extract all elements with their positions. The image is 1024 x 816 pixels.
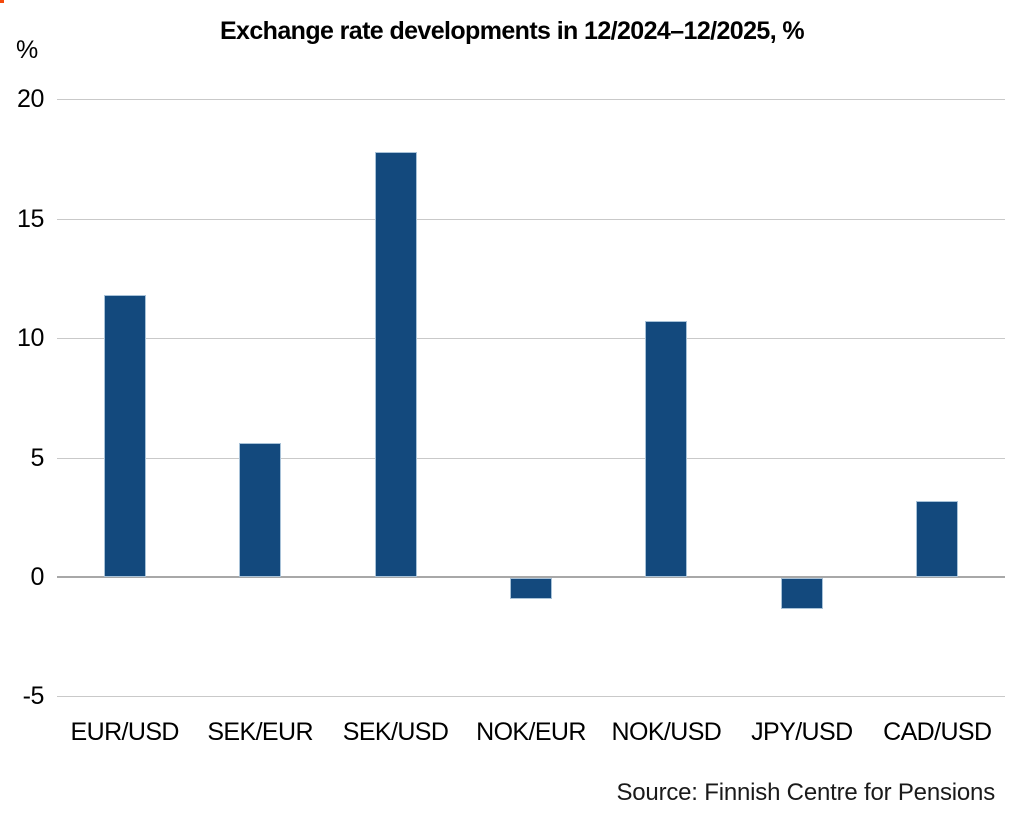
category-label-sek-eur: SEK/EUR	[207, 718, 313, 746]
gridline-y-20	[57, 99, 1005, 101]
y-tick-label-20: 20	[16, 85, 44, 114]
category-label-nok-usd: NOK/USD	[611, 718, 722, 746]
gridline-y-5	[57, 457, 1005, 459]
category-label-eur-usd: EUR/USD	[70, 718, 180, 746]
y-tick-label-0: 0	[30, 563, 44, 591]
chart-title: Exchange rate developments in 12/2024–12…	[219, 17, 805, 45]
bar-nok-eur	[510, 578, 552, 600]
category-label-nok-eur: NOK/EUR	[476, 718, 586, 746]
screen-corner-artifact	[0, 0, 4, 3]
y-axis-unit-label: %	[16, 36, 38, 64]
bar-sek-eur	[239, 443, 282, 577]
gridline-y-15	[57, 218, 1005, 220]
y-tick-label-5: 5	[30, 443, 44, 472]
category-label-sek-usd: SEK/USD	[342, 718, 449, 746]
gridline-y--5	[57, 696, 1005, 698]
y-tick-label--5: -5	[22, 682, 45, 711]
y-tick-label-15: 15	[16, 204, 44, 233]
category-label-jpy-usd: JPY/USD	[751, 718, 853, 746]
category-label-cad-usd: CAD/USD	[883, 718, 992, 746]
source-note: Source: Finnish Centre for Pensions	[616, 779, 995, 806]
bar-jpy-usd	[780, 578, 823, 610]
bar-nok-usd	[645, 321, 688, 577]
bar-cad-usd	[916, 500, 959, 577]
y-tick-label-10: 10	[16, 324, 44, 353]
bar-sek-usd	[374, 151, 417, 577]
zero-axis-line	[57, 576, 1005, 578]
gridline-y-10	[57, 338, 1005, 340]
bar-eur-usd	[103, 295, 146, 577]
